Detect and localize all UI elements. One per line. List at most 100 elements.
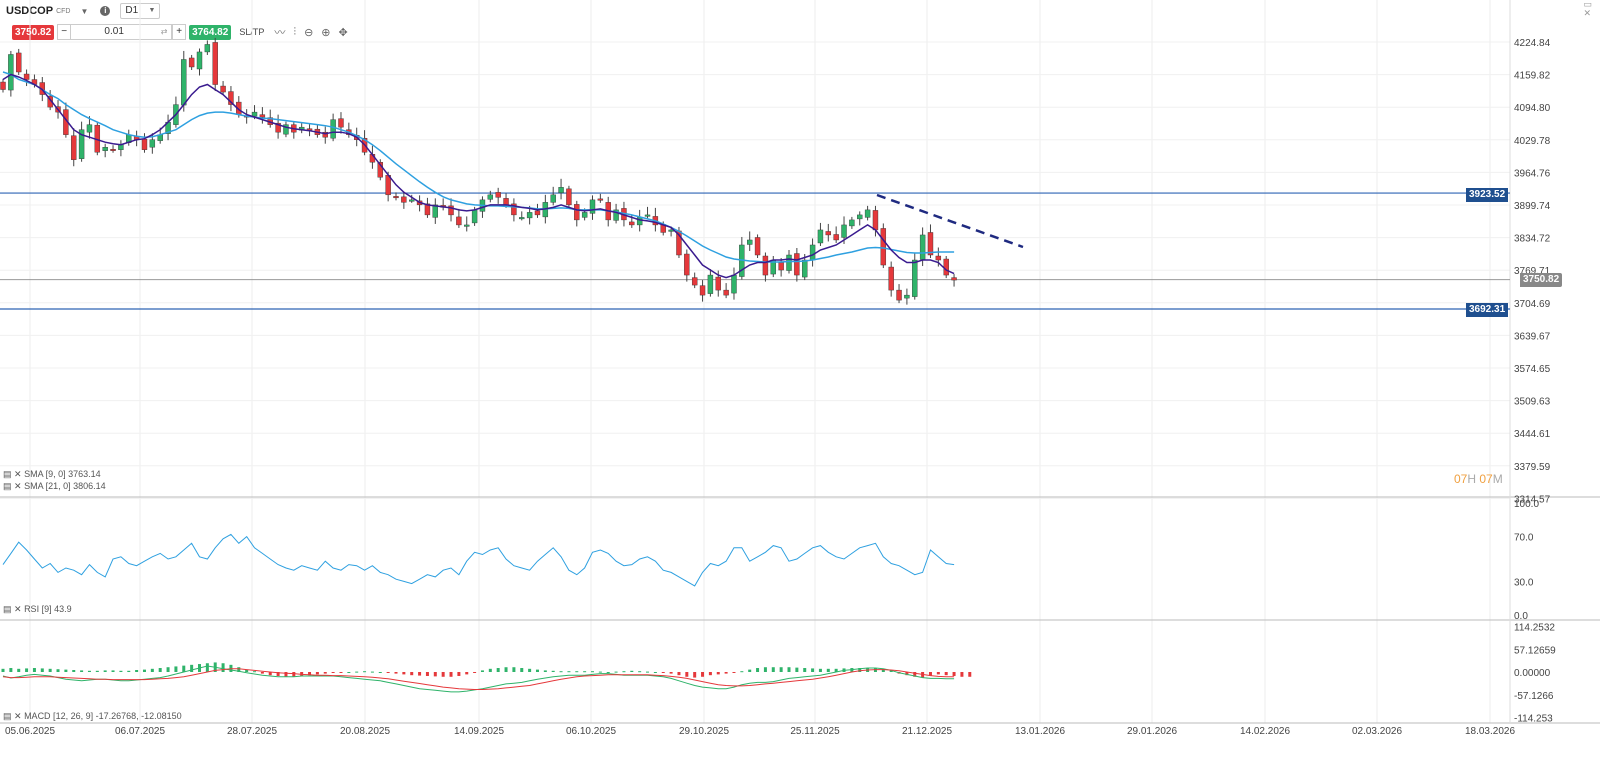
macd-histogram-bar xyxy=(488,668,492,672)
info-icon[interactable]: i xyxy=(100,6,111,16)
y-tick-label: 3314.57 xyxy=(1514,494,1551,505)
macd-histogram-bar xyxy=(205,663,209,672)
quantity-minus-button[interactable]: − xyxy=(57,24,72,40)
candle-body xyxy=(857,214,863,220)
macd-histogram-bar xyxy=(166,667,170,672)
candle-body xyxy=(778,262,784,271)
candle-body xyxy=(432,204,438,218)
indicator-menu-icon[interactable]: ▤ ✕ xyxy=(3,481,22,491)
candle-body xyxy=(613,209,619,221)
macd-histogram-bar xyxy=(748,669,752,672)
macd-tick-label: 114.2532 xyxy=(1514,623,1555,634)
macd-histogram-bar xyxy=(190,664,194,672)
candle-body xyxy=(566,188,572,206)
countdown-hours: 07 xyxy=(1454,472,1468,486)
y-tick-label: 3509.63 xyxy=(1514,397,1551,408)
rsi-legend[interactable]: ▤ ✕ RSI [9] 43.9 xyxy=(3,604,72,615)
macd-tick-label: -114.253 xyxy=(1514,713,1553,724)
candle-body xyxy=(927,232,934,256)
x-tick-label: 06.10.2025 xyxy=(566,726,616,737)
y-tick-label: 3899.74 xyxy=(1514,201,1551,212)
macd-histogram-bar xyxy=(889,670,893,672)
rsi-tick-label: 0.0 xyxy=(1514,611,1528,622)
macd-histogram-bar xyxy=(48,668,52,672)
macd-legend[interactable]: ▤ ✕ MACD [12, 26, 9] -17.26768, -12.0815… xyxy=(3,711,182,722)
candle-body xyxy=(841,224,847,238)
macd-tick-label: 0.00000 xyxy=(1514,668,1551,679)
indicator-menu-icon[interactable]: ▤ ✕ xyxy=(3,469,22,479)
macd-histogram-bar xyxy=(1,668,5,672)
x-tick-label: 28.07.2025 xyxy=(227,726,277,737)
restore-icon[interactable]: ▭ xyxy=(1583,0,1592,9)
macd-histogram-bar xyxy=(25,668,29,672)
macd-histogram-bar xyxy=(64,669,68,672)
swap-icon[interactable]: ⇄ xyxy=(157,24,173,40)
candle-body xyxy=(589,199,596,214)
macd-histogram-bar xyxy=(418,672,422,676)
sell-price-button[interactable]: 3750.82 xyxy=(12,24,55,40)
macd-histogram-bar xyxy=(960,672,964,677)
candle-body xyxy=(534,210,541,216)
indicator-menu-icon[interactable]: ▤ ✕ xyxy=(3,711,22,721)
macd-histogram-bar xyxy=(708,672,712,676)
y-tick-label: 4029.78 xyxy=(1514,136,1551,147)
candle-body xyxy=(487,194,494,200)
macd-histogram-bar xyxy=(606,672,610,673)
macd-histogram-bar xyxy=(402,672,406,675)
macd-histogram-bar xyxy=(771,667,775,672)
countdown: 07H 07M xyxy=(1454,472,1503,486)
y-tick-label: 3834.72 xyxy=(1514,234,1551,245)
sma21-legend[interactable]: ▤ ✕ SMA [21, 0] 3806.14 xyxy=(3,481,106,492)
candle-body xyxy=(731,274,737,294)
candle-body xyxy=(951,277,957,281)
candle-body xyxy=(817,229,824,244)
x-tick-label: 20.08.2025 xyxy=(340,726,390,737)
macd-histogram-bar xyxy=(716,672,720,675)
line-tool-icon[interactable]: 〰 xyxy=(274,27,286,39)
candle-body xyxy=(0,81,6,90)
sma9-legend[interactable]: ▤ ✕ SMA [9, 0] 3763.14 xyxy=(3,469,101,480)
candle-body xyxy=(754,237,761,256)
signal-line xyxy=(2,668,955,690)
macd-histogram-bar xyxy=(95,670,99,672)
macd-histogram-bar xyxy=(441,672,445,677)
macd-histogram-bar xyxy=(567,671,571,673)
candle-body xyxy=(699,285,706,296)
macd-tick-label: 57.12659 xyxy=(1514,645,1556,656)
sma21-legend-text: SMA [21, 0] 3806.14 xyxy=(24,481,106,491)
macd-histogram-bar xyxy=(142,669,146,672)
quantity-input[interactable]: 0.01 xyxy=(71,24,158,40)
rsi-panel xyxy=(2,533,955,587)
macd-histogram-bar xyxy=(221,663,225,672)
crosshair-icon[interactable]: ✥ xyxy=(338,26,348,39)
candle-body xyxy=(188,57,195,68)
zoom-in-icon[interactable]: ⊕ xyxy=(321,26,331,39)
candle-body xyxy=(149,139,156,148)
symbol-dropdown-icon[interactable]: ▼ xyxy=(80,6,89,16)
macd-histogram-bar xyxy=(685,672,689,677)
buy-price-button[interactable]: 3764.82 xyxy=(189,24,232,40)
macd-histogram-bar xyxy=(732,672,736,673)
macd-panel xyxy=(1,662,972,693)
chart-type-icon[interactable]: ⫶ xyxy=(293,25,297,38)
zoom-out-icon[interactable]: ⊖ xyxy=(304,26,314,39)
candle-body xyxy=(409,199,415,202)
x-tick-label: 14.02.2026 xyxy=(1240,726,1290,737)
candle-body xyxy=(747,239,753,245)
macd-histogram-bar xyxy=(449,672,453,677)
candle-body xyxy=(707,274,714,294)
macd-histogram-bar xyxy=(826,668,830,672)
macd-histogram-bar xyxy=(284,672,288,677)
macd-histogram-bar xyxy=(881,668,885,672)
candle-body xyxy=(71,135,77,160)
axes: 05.06.2025 06.07.2025 28.07.2025 20.08.2025… xyxy=(5,38,1556,737)
rsi-line xyxy=(2,533,955,587)
quantity-plus-button[interactable]: + xyxy=(172,24,187,40)
candle-body xyxy=(464,224,470,227)
close-icon[interactable]: ✕ xyxy=(1583,8,1592,18)
indicator-menu-icon[interactable]: ▤ ✕ xyxy=(3,604,22,614)
x-tick-label: 13.01.2026 xyxy=(1015,726,1065,737)
candle-body xyxy=(338,118,344,128)
macd-histogram-bar xyxy=(182,665,186,672)
